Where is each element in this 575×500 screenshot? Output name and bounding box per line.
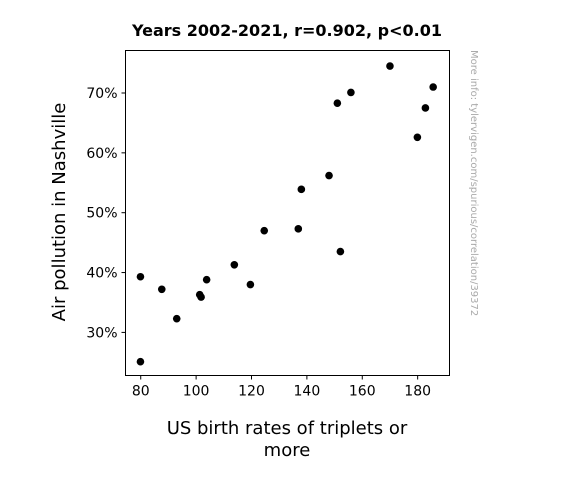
x-tick-label: 120 bbox=[238, 384, 265, 400]
data-point bbox=[421, 104, 430, 112]
y-axis: 30% 40% 50% 60% 70% bbox=[86, 86, 126, 341]
data-point bbox=[297, 185, 306, 194]
data-point bbox=[429, 83, 437, 91]
y-tick-label: 50% bbox=[86, 206, 117, 222]
x-tick-label: 160 bbox=[349, 384, 376, 400]
data-point bbox=[197, 293, 205, 301]
data-points bbox=[136, 62, 437, 366]
x-tick-label: 100 bbox=[183, 384, 210, 400]
x-axis-label-line-2: more bbox=[264, 440, 311, 461]
data-point bbox=[202, 275, 211, 284]
y-tick-label: 60% bbox=[86, 146, 117, 162]
data-point bbox=[172, 314, 181, 323]
y-axis-label: Air pollution in Nashville bbox=[49, 103, 70, 322]
watermark-text: More info: tylervigen.com/spurious/corre… bbox=[468, 50, 479, 316]
data-point bbox=[136, 272, 145, 281]
data-point bbox=[246, 280, 255, 289]
data-point bbox=[413, 133, 422, 142]
data-point bbox=[386, 62, 394, 70]
x-tick-label: 80 bbox=[132, 384, 150, 400]
data-point bbox=[136, 357, 145, 366]
data-point bbox=[260, 226, 269, 235]
data-point bbox=[336, 247, 345, 256]
data-point bbox=[294, 225, 303, 233]
x-axis-label-line-1: US birth rates of triplets or bbox=[167, 418, 408, 439]
data-point bbox=[230, 260, 239, 269]
y-tick-label: 40% bbox=[86, 266, 117, 282]
data-point bbox=[347, 88, 355, 97]
plot-area-frame bbox=[125, 50, 450, 376]
x-tick-label: 180 bbox=[404, 384, 431, 400]
data-point bbox=[333, 99, 342, 107]
x-tick-label: 140 bbox=[294, 384, 321, 400]
data-point bbox=[157, 285, 166, 294]
data-point bbox=[325, 171, 333, 180]
x-axis: 80 100 120 140 160 180 bbox=[132, 375, 431, 400]
y-tick-label: 30% bbox=[86, 325, 117, 341]
y-tick-label: 70% bbox=[86, 86, 117, 102]
chart-title: Years 2002-2021, r=0.902, p<0.01 bbox=[131, 21, 442, 40]
